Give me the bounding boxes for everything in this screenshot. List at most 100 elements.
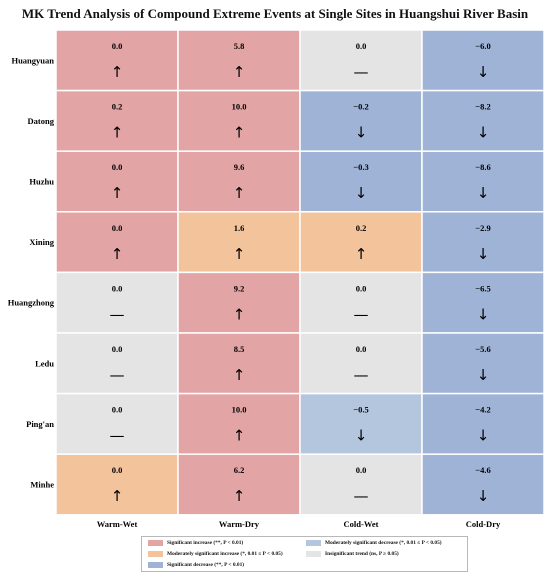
legend-label: Moderately significant increase (*, 0.01…	[167, 551, 283, 557]
cell-value: 1.6	[234, 223, 245, 233]
cell-value: 10.0	[232, 102, 247, 112]
legend-swatch	[306, 540, 321, 546]
heatmap-cell	[177, 453, 301, 516]
cell-value: 9.6	[234, 162, 245, 172]
trend-arrow: —	[354, 366, 369, 384]
heatmap-cell	[177, 271, 301, 334]
legend-swatch	[148, 551, 163, 557]
heatmap-cell	[421, 211, 545, 274]
trend-arrow: ↓	[477, 184, 490, 202]
cell-value: 0.0	[112, 405, 123, 415]
legend-item: Moderately significant increase (*, 0.01…	[148, 551, 283, 557]
legend-label: Moderately significant decrease (*, 0.01…	[325, 540, 442, 546]
row-label: Huzhu	[29, 177, 54, 187]
heatmap-cell	[299, 332, 423, 395]
trend-arrow: —	[110, 427, 125, 445]
cell-value: 0.0	[112, 283, 123, 293]
trend-arrow: ↑	[233, 366, 246, 384]
cell-value: 0.0	[356, 41, 367, 51]
row-label: Huangyuan	[11, 55, 54, 65]
trend-arrow: ↑	[233, 124, 246, 142]
heatmap-cell	[299, 392, 423, 455]
row-label: Xining	[29, 237, 54, 247]
cell-value: 0.0	[356, 465, 367, 475]
trend-arrow: ↓	[355, 427, 368, 445]
legend-swatch	[148, 540, 163, 546]
heatmap-cell	[421, 332, 545, 395]
legend: Significant increase (**, P < 0.01) Mode…	[141, 536, 468, 572]
heatmap-cell	[55, 211, 179, 274]
row-label: Ping'an	[26, 419, 54, 429]
cell-value: 10.0	[232, 405, 247, 415]
chart-title: MK Trend Analysis of Compound Extreme Ev…	[21, 6, 529, 21]
trend-arrow: ↓	[477, 245, 490, 263]
heatmap-cell	[421, 29, 545, 92]
cell-value: −8.6	[475, 162, 490, 172]
cell-value: −0.2	[353, 102, 368, 112]
heatmap-cell	[55, 271, 179, 334]
cell-value: −4.6	[475, 465, 490, 475]
trend-arrow: ↓	[355, 124, 368, 142]
cell-value: 0.0	[356, 283, 367, 293]
cell-value: −6.0	[475, 41, 490, 51]
trend-arrow: —	[354, 487, 369, 505]
heatmap-cell	[177, 392, 301, 455]
trend-arrow: —	[354, 63, 369, 81]
cell-value: 0.0	[356, 344, 367, 354]
trend-arrow: ↑	[233, 245, 246, 263]
trend-arrow: —	[354, 305, 369, 323]
heatmap-cell	[421, 271, 545, 334]
heatmap-cell	[421, 453, 545, 516]
column-label: Cold-Wet	[344, 519, 379, 529]
trend-arrow: ↑	[233, 427, 246, 445]
trend-arrow: ↓	[477, 63, 490, 81]
legend-label: Significant increase (**, P < 0.01)	[167, 540, 244, 546]
trend-arrow: ↑	[233, 305, 246, 323]
row-label: Huangzhong	[8, 298, 55, 308]
cell-value: 5.8	[234, 41, 245, 51]
column-label: Warm-Wet	[97, 519, 138, 529]
cell-value: 0.0	[112, 465, 123, 475]
trend-arrow: ↑	[111, 124, 124, 142]
heatmap-cell	[299, 29, 423, 92]
trend-arrow: ↑	[111, 245, 124, 263]
trend-arrow: ↓	[477, 305, 490, 323]
legend-swatch	[148, 562, 163, 568]
trend-arrow: ↓	[355, 184, 368, 202]
cell-value: −2.9	[475, 223, 490, 233]
trend-arrow: ↓	[477, 366, 490, 384]
heatmap-cell	[55, 89, 179, 152]
cell-value: −8.2	[475, 102, 490, 112]
heatmap-cell	[177, 89, 301, 152]
cell-value: 6.2	[234, 465, 245, 475]
trend-arrow: ↑	[111, 184, 124, 202]
cell-value: −5.6	[475, 344, 490, 354]
column-label: Warm-Dry	[219, 519, 260, 529]
cell-value: 8.5	[234, 344, 245, 354]
cell-value: 0.2	[356, 223, 367, 233]
trend-arrow: ↓	[477, 427, 490, 445]
heatmap-cell	[55, 453, 179, 516]
heatmap-cell	[177, 150, 301, 213]
heatmap-chart: Huangyuan 0.0 ↑ 5.8 ↑ 0.0 — −6.0 ↓ Datong 0.2 ↑ 10.0…	[8, 29, 545, 529]
heatmap-cell	[421, 392, 545, 455]
row-label: Datong	[28, 116, 55, 126]
legend-item: Significant decrease (**, P < 0.01)	[148, 562, 244, 568]
cell-value: −6.5	[475, 283, 490, 293]
heatmap-cell	[421, 89, 545, 152]
cell-value: 0.0	[112, 344, 123, 354]
trend-arrow: ↑	[233, 63, 246, 81]
trend-arrow: —	[110, 305, 125, 323]
cell-value: −0.3	[353, 162, 368, 172]
heatmap-cell	[299, 211, 423, 274]
heatmap-cell	[55, 29, 179, 92]
legend-label: Insignificant trend (ns, P ≥ 0.05)	[325, 551, 399, 557]
heatmap-cell	[421, 150, 545, 213]
legend-swatch	[306, 551, 321, 557]
trend-arrow: ↑	[355, 245, 368, 263]
trend-arrow: ↑	[111, 487, 124, 505]
legend-item: Moderately significant decrease (*, 0.01…	[306, 540, 442, 546]
cell-value: 9.2	[234, 283, 245, 293]
cell-value: 0.0	[112, 41, 123, 51]
cell-value: −4.2	[475, 405, 490, 415]
